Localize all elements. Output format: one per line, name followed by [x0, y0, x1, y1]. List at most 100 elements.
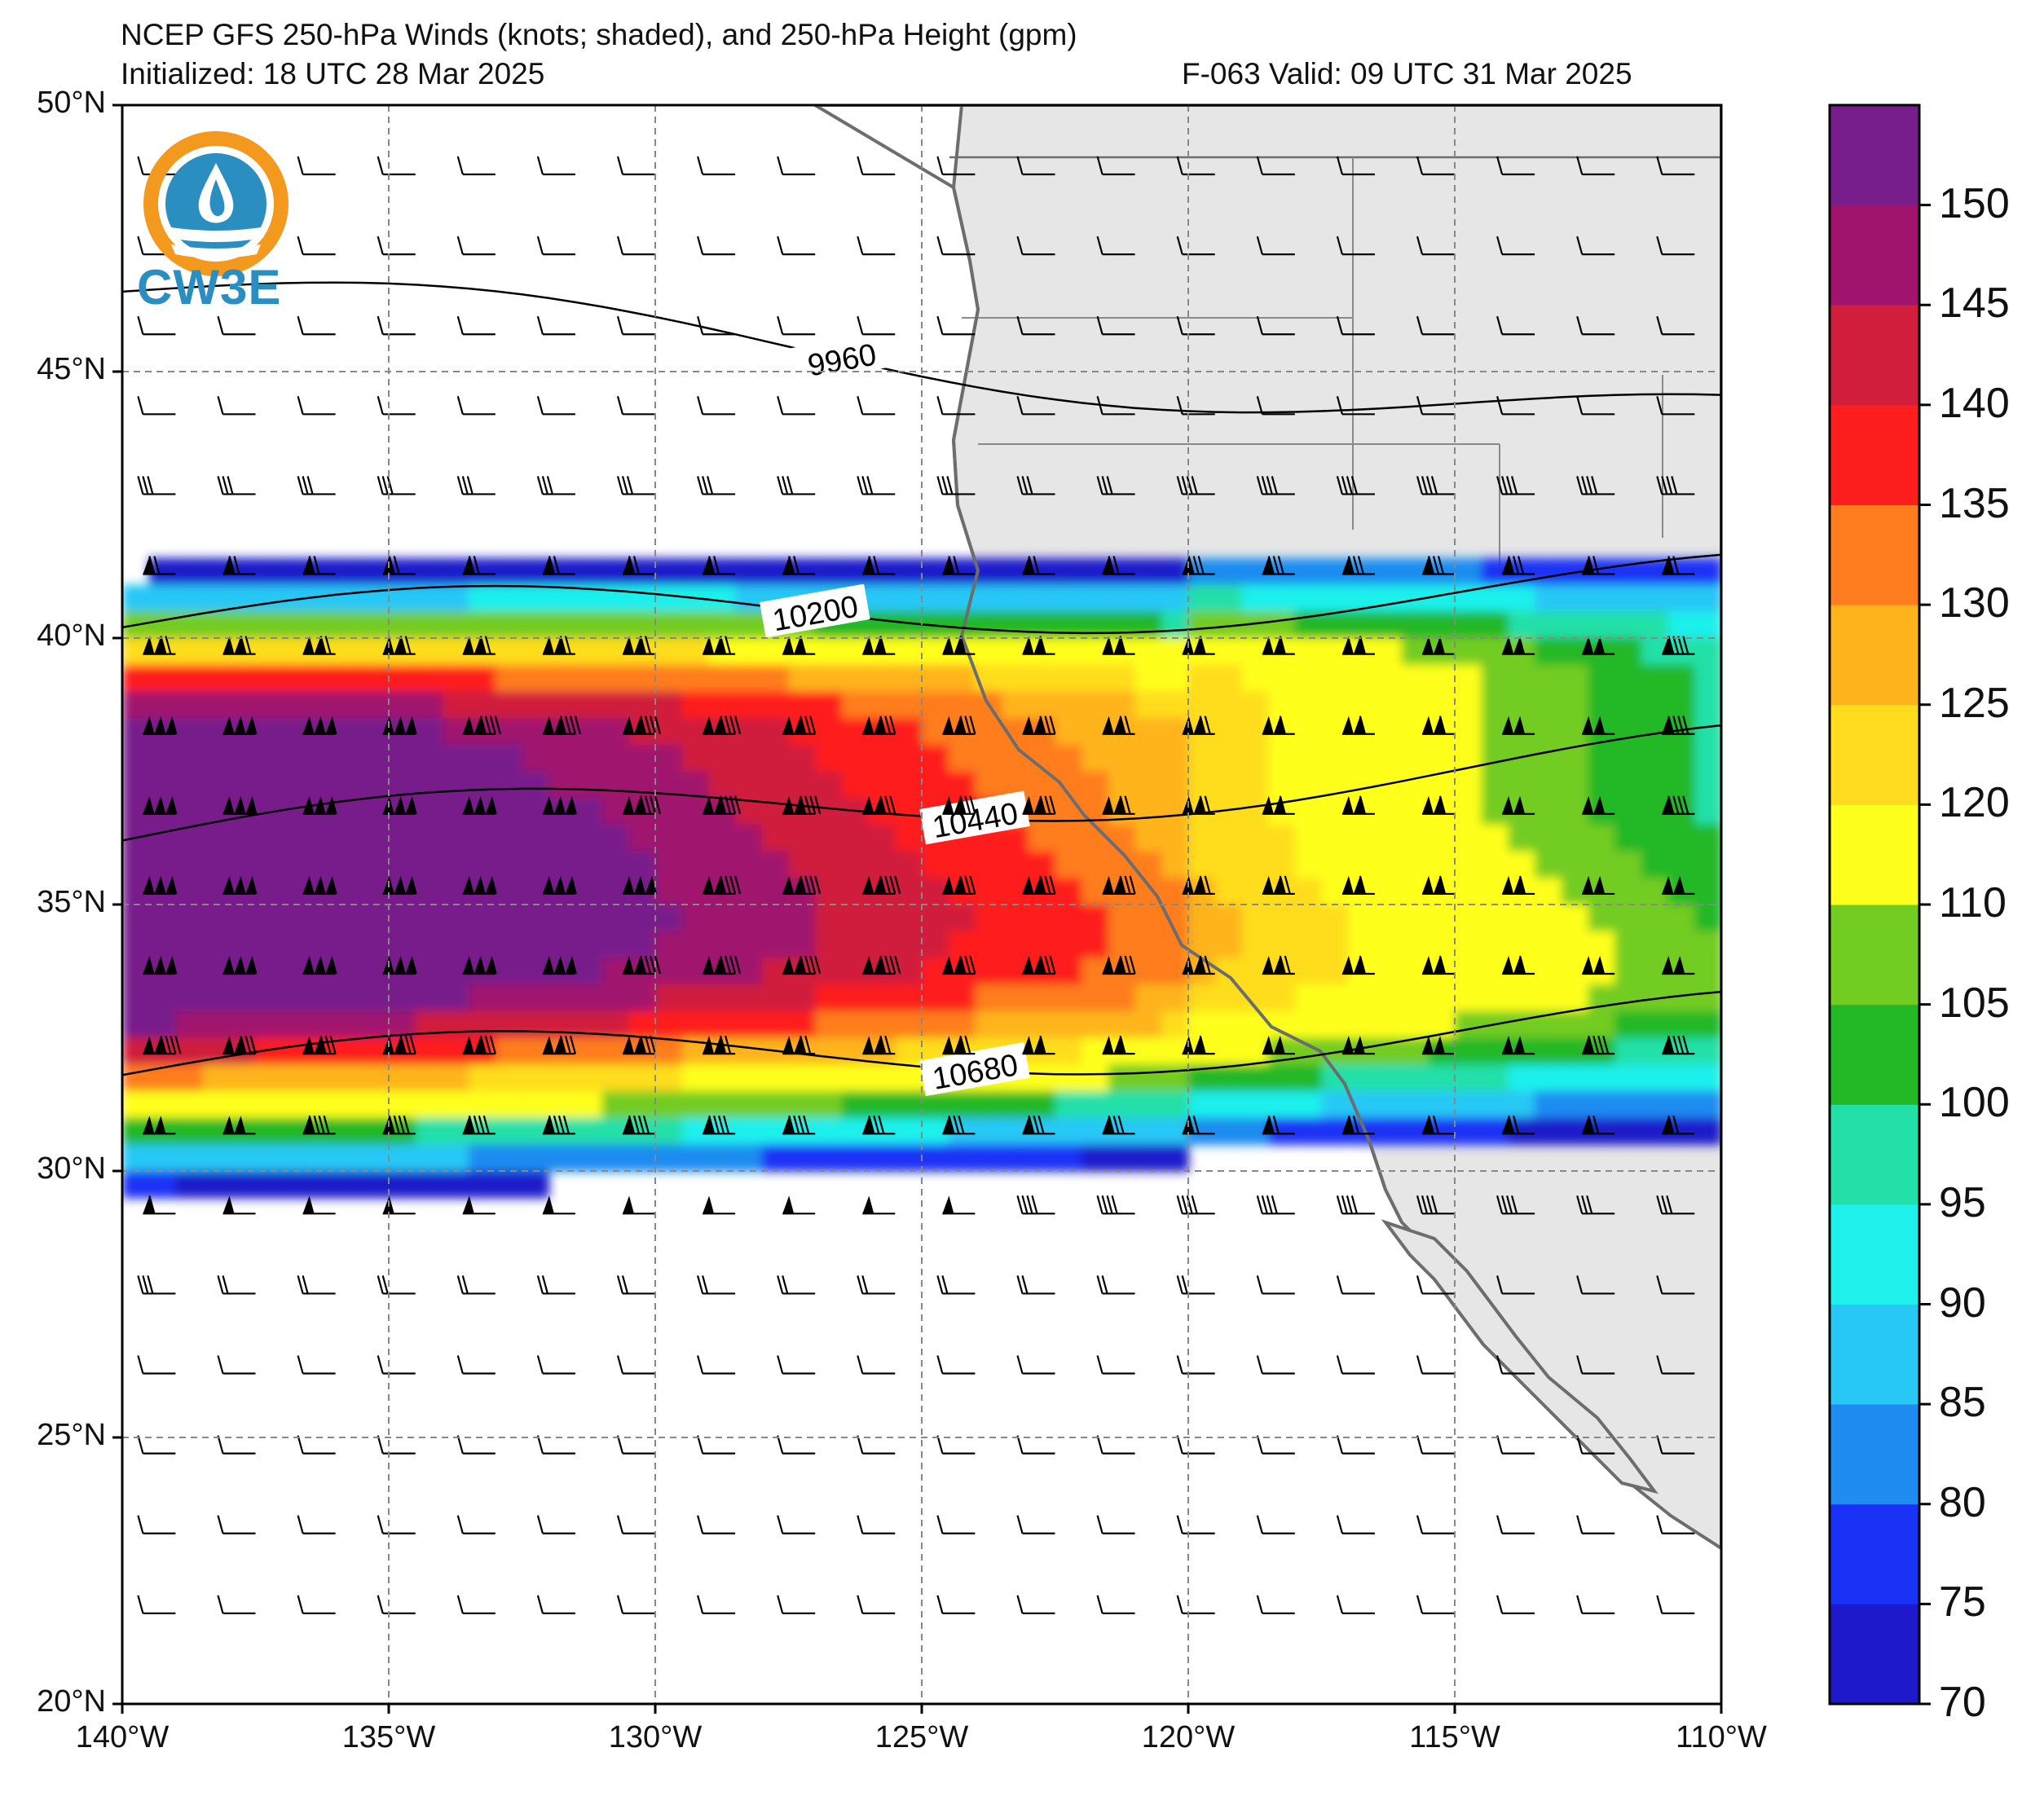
wind-barb: [143, 795, 178, 815]
shade-cell: [1108, 824, 1136, 852]
shade-cell: [415, 584, 443, 613]
shade-cell: [708, 584, 737, 613]
wind-barb: [623, 875, 657, 896]
shade-cell: [308, 691, 337, 720]
wind-barb: [777, 476, 816, 495]
wind-barb: [1096, 315, 1135, 336]
shade-cell: [1268, 931, 1296, 959]
wind-barb: [143, 1116, 176, 1135]
shade-cell: [1588, 824, 1616, 852]
shade-cell: [681, 984, 710, 1012]
shade-cell: [628, 744, 656, 773]
shade-cell: [389, 824, 416, 852]
wind-barb: [1016, 1195, 1055, 1215]
wind-barb: [536, 1515, 575, 1534]
shade-cell: [1002, 611, 1029, 639]
shade-cell: [1081, 1064, 1109, 1092]
shade-cell: [1455, 611, 1482, 639]
colorbar-label: 90: [1939, 1279, 1986, 1327]
shade-cell: [228, 611, 257, 639]
wind-barb: [302, 556, 336, 575]
wind-barb: [1656, 1195, 1695, 1215]
shade-cell: [522, 1064, 550, 1092]
shade-cell: [148, 664, 177, 693]
shade-cell: [1161, 691, 1189, 720]
wind-barb: [1656, 1275, 1695, 1295]
wind-barb: [542, 1195, 575, 1215]
shade-cell: [1455, 664, 1482, 693]
shade-cell: [522, 984, 550, 1012]
shade-cell: [815, 931, 843, 959]
shade-cell: [601, 851, 630, 879]
shade-cell: [815, 638, 843, 666]
wind-barb: [1022, 875, 1056, 896]
shade-cell: [1214, 691, 1243, 720]
shade-cell: [575, 611, 603, 639]
shade-cell: [868, 771, 896, 799]
shade-cell: [1161, 905, 1189, 932]
colorbar-swatch: [1830, 905, 1919, 1006]
shade-cell: [1614, 1090, 1642, 1119]
shade-cell: [175, 557, 204, 586]
shade-cell: [1508, 1090, 1536, 1119]
wind-barb: [1341, 955, 1375, 975]
shade-cell: [1294, 905, 1323, 932]
shade-cell: [522, 931, 550, 959]
wind-barb: [1422, 875, 1455, 896]
shade-cell: [1694, 557, 1721, 586]
shade-cell: [1002, 984, 1029, 1012]
shade-cell: [308, 664, 337, 693]
wind-barb: [1422, 556, 1455, 575]
shade-cell: [1508, 905, 1536, 932]
shade-cell: [1294, 1090, 1323, 1119]
shade-cell: [415, 1117, 443, 1146]
shade-cell: [1348, 691, 1376, 720]
wind-barb: [1096, 396, 1135, 416]
shade-cell: [1374, 1010, 1403, 1039]
shade-cell: [655, 1090, 683, 1119]
wind-barb: [1336, 156, 1375, 176]
wind-barb: [217, 1515, 256, 1534]
shade-cell: [1641, 744, 1669, 773]
shade-cell: [815, 1117, 843, 1146]
wind-barb: [1262, 795, 1295, 815]
shade-cell: [335, 771, 363, 799]
shade-cell: [788, 1010, 817, 1039]
shade-cell: [1694, 771, 1721, 799]
shade-cell: [1055, 878, 1083, 905]
shade-cell: [1055, 1010, 1083, 1039]
wind-barb: [616, 315, 655, 336]
wind-barb: [302, 1115, 336, 1135]
wind-barb: [857, 315, 896, 336]
shade-cell: [1535, 1037, 1562, 1066]
shade-cell: [948, 744, 976, 773]
shade-cell: [175, 664, 204, 693]
shade-cell: [469, 1144, 496, 1172]
shade-cell: [1561, 905, 1589, 932]
shade-cell: [415, 878, 443, 905]
wind-barb: [302, 795, 337, 815]
shade-cell: [1188, 905, 1216, 932]
shade-cell: [815, 984, 843, 1012]
shade-cell: [1294, 851, 1323, 879]
shade-cell: [1641, 664, 1669, 693]
shade-cell: [895, 984, 923, 1012]
wind-barb: [222, 556, 256, 575]
shade-cell: [1614, 878, 1642, 905]
wind-barb: [536, 1275, 575, 1295]
wind-barb: [143, 556, 176, 575]
wind-barb: [536, 1355, 575, 1375]
wind-barb: [222, 1116, 256, 1135]
shade-cell: [362, 1064, 390, 1092]
wind-barb: [777, 156, 816, 176]
shade-cell: [708, 824, 737, 852]
wind-barb: [1096, 1515, 1135, 1534]
shade-cell: [975, 931, 1003, 959]
wind-barb: [1022, 1115, 1055, 1135]
wind-barb: [302, 636, 336, 655]
shade-cell: [1694, 878, 1721, 905]
shade-cell: [1508, 1064, 1536, 1092]
wind-barb: [616, 476, 655, 495]
shade-cell: [601, 611, 630, 639]
shade-cell: [415, 957, 443, 986]
